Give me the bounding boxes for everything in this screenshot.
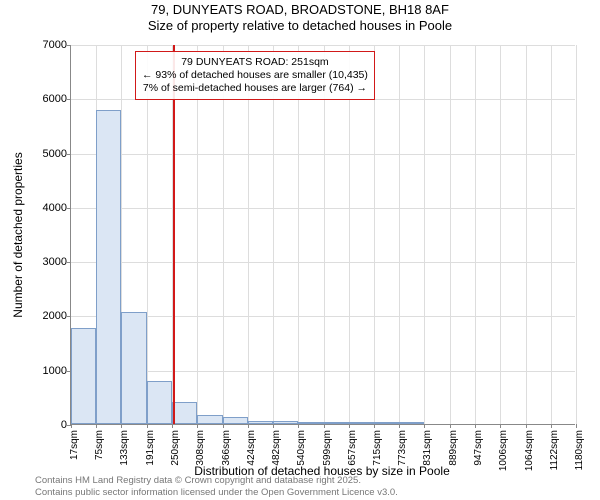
x-tick-label: 715sqm bbox=[372, 430, 383, 466]
gridline-v bbox=[475, 45, 476, 424]
x-tick-label: 599sqm bbox=[322, 430, 333, 466]
x-tick bbox=[576, 424, 577, 428]
x-tick bbox=[96, 424, 97, 428]
histogram-bar bbox=[147, 381, 173, 424]
callout-line: 7% of semi-detached houses are larger (7… bbox=[142, 82, 368, 95]
histogram-bar bbox=[172, 402, 197, 424]
gridline-v bbox=[526, 45, 527, 424]
x-tick bbox=[424, 424, 425, 428]
x-tick-label: 17sqm bbox=[69, 430, 80, 460]
x-tick bbox=[197, 424, 198, 428]
x-tick-label: 1180sqm bbox=[574, 430, 585, 470]
y-tick-label: 1000 bbox=[43, 365, 71, 377]
gridline-v bbox=[324, 45, 325, 424]
x-tick bbox=[324, 424, 325, 428]
histogram-bar bbox=[223, 417, 248, 424]
y-tick-label: 4000 bbox=[43, 202, 71, 214]
x-tick bbox=[71, 424, 72, 428]
gridline-v bbox=[399, 45, 400, 424]
x-tick-label: 1006sqm bbox=[498, 430, 509, 471]
x-tick bbox=[475, 424, 476, 428]
x-tick-label: 889sqm bbox=[448, 430, 459, 466]
x-tick-label: 75sqm bbox=[94, 430, 105, 460]
y-tick-label: 7000 bbox=[43, 39, 71, 51]
x-tick bbox=[223, 424, 224, 428]
histogram-bar bbox=[374, 422, 399, 424]
chart-title: 79, DUNYEATS ROAD, BROADSTONE, BH18 8AF bbox=[0, 2, 600, 18]
x-tick-label: 424sqm bbox=[246, 430, 257, 466]
x-tick bbox=[349, 424, 350, 428]
x-tick bbox=[551, 424, 552, 428]
histogram-bar bbox=[349, 422, 374, 424]
histogram-bar bbox=[324, 422, 349, 424]
histogram-bar bbox=[96, 110, 121, 424]
chart-plot-area: 0100020003000400050006000700017sqm75sqm1… bbox=[70, 45, 575, 425]
histogram-bar bbox=[71, 328, 96, 424]
histogram-bar bbox=[298, 422, 324, 424]
x-tick bbox=[500, 424, 501, 428]
x-tick-label: 366sqm bbox=[221, 430, 232, 466]
x-tick bbox=[526, 424, 527, 428]
callout-line: ← 93% of detached houses are smaller (10… bbox=[142, 69, 368, 82]
gridline-v bbox=[197, 45, 198, 424]
x-tick bbox=[248, 424, 249, 428]
histogram-bar bbox=[197, 415, 222, 424]
histogram-bar bbox=[273, 421, 298, 424]
x-tick bbox=[172, 424, 173, 428]
x-tick bbox=[121, 424, 122, 428]
gridline-v bbox=[450, 45, 451, 424]
chart-subtitle: Size of property relative to detached ho… bbox=[0, 18, 600, 34]
gridline-v bbox=[147, 45, 148, 424]
x-tick bbox=[399, 424, 400, 428]
gridline-v bbox=[551, 45, 552, 424]
x-tick bbox=[147, 424, 148, 428]
gridline-v bbox=[298, 45, 299, 424]
x-tick-label: 1122sqm bbox=[549, 430, 560, 470]
gridline-v bbox=[223, 45, 224, 424]
histogram-bar bbox=[121, 312, 146, 424]
chart-title-block: 79, DUNYEATS ROAD, BROADSTONE, BH18 8AF … bbox=[0, 0, 600, 33]
x-tick bbox=[450, 424, 451, 428]
x-tick-label: 308sqm bbox=[195, 430, 206, 466]
y-tick-label: 6000 bbox=[43, 93, 71, 105]
x-tick bbox=[298, 424, 299, 428]
y-tick-label: 3000 bbox=[43, 256, 71, 268]
x-tick-label: 540sqm bbox=[296, 430, 307, 466]
y-tick-label: 2000 bbox=[43, 310, 71, 322]
x-tick-label: 1064sqm bbox=[524, 430, 535, 471]
x-tick-label: 133sqm bbox=[119, 430, 130, 466]
x-tick-label: 773sqm bbox=[397, 430, 408, 466]
callout-line: 79 DUNYEATS ROAD: 251sqm bbox=[142, 56, 368, 69]
gridline-v bbox=[273, 45, 274, 424]
x-tick bbox=[374, 424, 375, 428]
gridline-v bbox=[374, 45, 375, 424]
x-tick-label: 191sqm bbox=[145, 430, 156, 466]
x-tick-label: 947sqm bbox=[473, 430, 484, 466]
gridline-v bbox=[424, 45, 425, 424]
x-tick bbox=[273, 424, 274, 428]
gridline-v bbox=[576, 45, 577, 424]
footnote-line-1: Contains HM Land Registry data © Crown c… bbox=[35, 475, 398, 486]
histogram-bar bbox=[399, 422, 424, 424]
x-tick-label: 657sqm bbox=[347, 430, 358, 466]
gridline-v bbox=[500, 45, 501, 424]
callout-box: 79 DUNYEATS ROAD: 251sqm← 93% of detache… bbox=[135, 51, 375, 100]
x-tick-label: 482sqm bbox=[271, 430, 282, 466]
y-axis-label: Number of detached properties bbox=[11, 152, 25, 317]
x-tick-label: 250sqm bbox=[170, 430, 181, 466]
histogram-bar bbox=[248, 421, 273, 424]
y-tick-label: 5000 bbox=[43, 148, 71, 160]
footnote-line-2: Contains public sector information licen… bbox=[35, 487, 398, 498]
chart-footnote: Contains HM Land Registry data © Crown c… bbox=[35, 475, 398, 498]
gridline-v bbox=[248, 45, 249, 424]
x-tick-label: 831sqm bbox=[422, 430, 433, 466]
reference-line bbox=[173, 45, 175, 424]
gridline-v bbox=[349, 45, 350, 424]
